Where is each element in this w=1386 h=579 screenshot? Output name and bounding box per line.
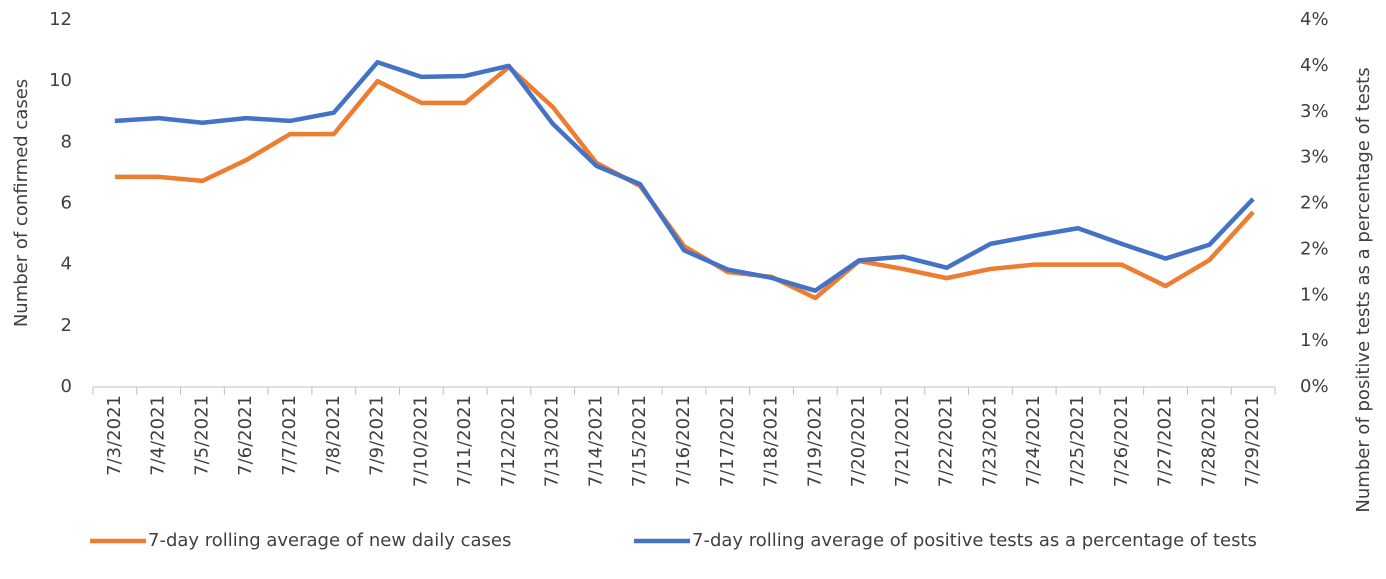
x-tick-label: 7/6/2021 xyxy=(235,395,256,476)
x-tick-label: 7/22/2021 xyxy=(936,395,957,487)
y2-tick-label: 2% xyxy=(1300,238,1329,259)
x-tick-label: 7/28/2021 xyxy=(1198,395,1219,487)
x-tick-label: 7/14/2021 xyxy=(585,395,606,487)
y2-tick-label: 3% xyxy=(1300,101,1329,122)
y-tick-label: 10 xyxy=(49,70,72,91)
x-tick-label: 7/29/2021 xyxy=(1242,395,1263,487)
legend-label: 7-day rolling average of new daily cases xyxy=(148,530,511,551)
x-tick-label: 7/15/2021 xyxy=(629,395,650,487)
x-tick-label: 7/25/2021 xyxy=(1067,395,1088,487)
x-tick-label: 7/17/2021 xyxy=(717,395,738,487)
x-tick-label: 7/13/2021 xyxy=(542,395,563,487)
series-line xyxy=(114,59,1255,293)
y-axis-title: Number of confirmed cases xyxy=(11,79,32,327)
y2-tick-label: 1% xyxy=(1300,284,1329,305)
x-tick-label: 7/20/2021 xyxy=(848,395,869,487)
x-tick-label: 7/27/2021 xyxy=(1155,395,1176,487)
y-tick-label: 12 xyxy=(49,9,72,30)
x-tick-label: 7/24/2021 xyxy=(1023,395,1044,487)
legend-label: 7-day rolling average of positive tests … xyxy=(692,530,1257,551)
x-tick-label: 7/12/2021 xyxy=(498,395,519,487)
x-tick-label: 7/8/2021 xyxy=(323,395,344,476)
x-tick-label: 7/26/2021 xyxy=(1111,395,1132,487)
x-tick-label: 7/3/2021 xyxy=(104,395,125,476)
y2-tick-label: 1% xyxy=(1300,330,1329,351)
y2-tick-label: 2% xyxy=(1300,193,1329,214)
x-tick-label: 7/10/2021 xyxy=(410,395,431,487)
y-tick-label: 2 xyxy=(61,315,72,336)
x-tick-label: 7/7/2021 xyxy=(279,395,300,476)
x-tick-label: 7/16/2021 xyxy=(673,395,694,487)
y-tick-label: 0 xyxy=(61,376,72,397)
x-tick-label: 7/9/2021 xyxy=(367,395,388,476)
x-tick-label: 7/4/2021 xyxy=(148,395,169,476)
x-tick-label: 7/11/2021 xyxy=(454,395,475,487)
y2-tick-label: 4% xyxy=(1300,55,1329,76)
x-tick-label: 7/21/2021 xyxy=(892,395,913,487)
x-tick-label: 7/18/2021 xyxy=(761,395,782,487)
y-tick-label: 4 xyxy=(61,254,72,275)
x-tick-label: 7/5/2021 xyxy=(191,395,212,476)
y2-tick-label: 3% xyxy=(1300,147,1329,168)
y2-tick-label: 0% xyxy=(1300,376,1329,397)
x-tick-label: 7/23/2021 xyxy=(979,395,1000,487)
series-line xyxy=(114,64,1255,301)
x-tick-label: 7/19/2021 xyxy=(804,395,825,487)
y2-tick-label: 4% xyxy=(1300,9,1329,30)
y-tick-label: 6 xyxy=(61,193,72,214)
y2-axis-title: Number of positive tests as a percentage… xyxy=(1353,67,1374,512)
y-tick-label: 8 xyxy=(61,131,72,152)
